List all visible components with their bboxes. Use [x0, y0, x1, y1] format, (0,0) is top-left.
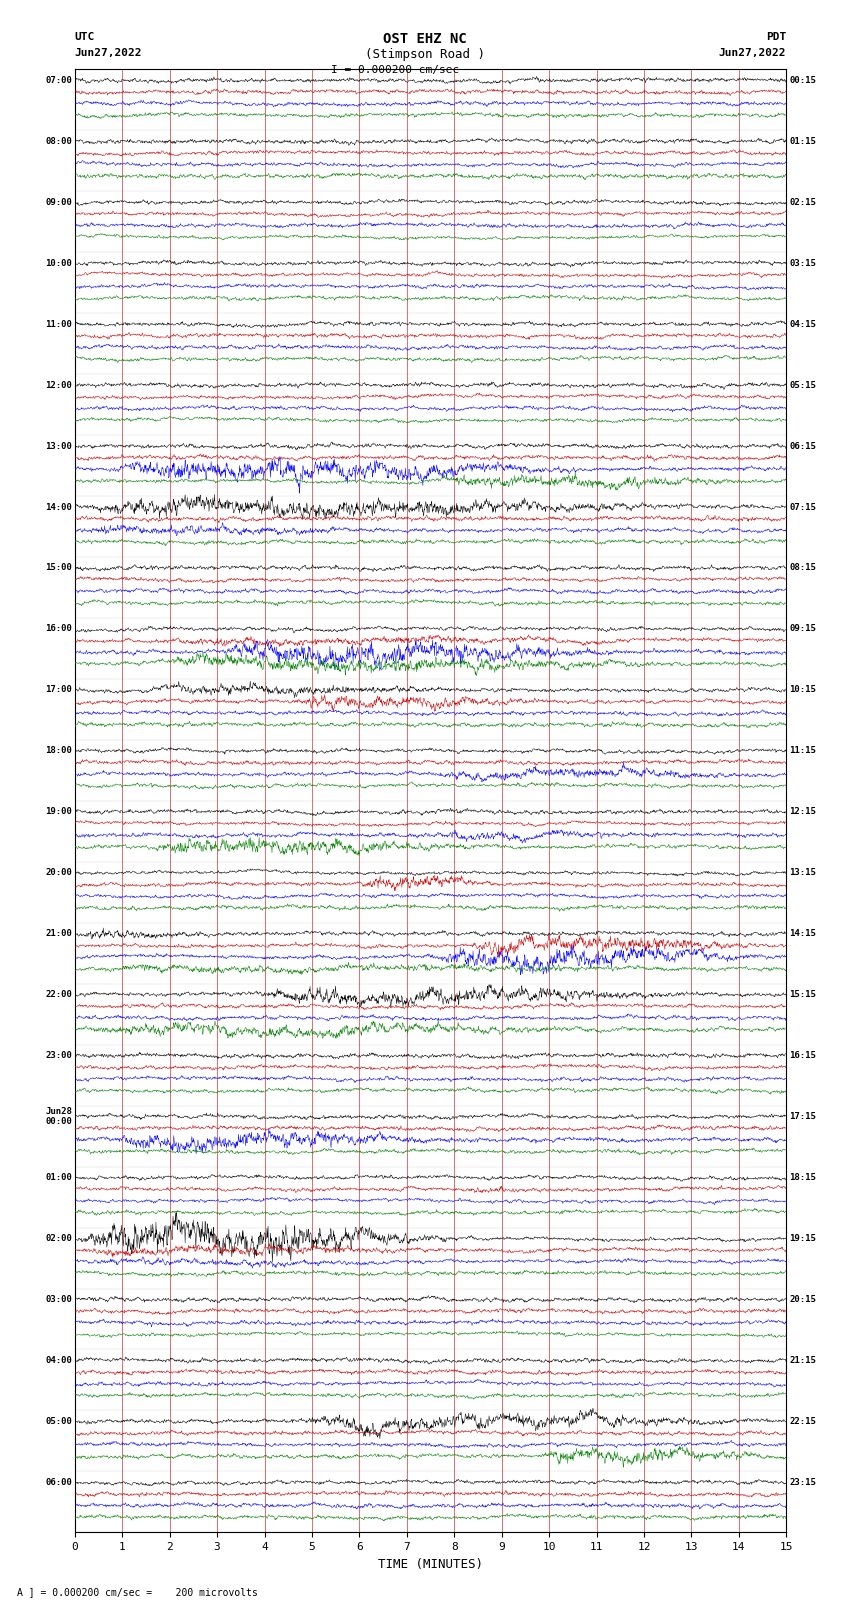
Text: 06:15: 06:15	[789, 442, 816, 450]
Text: 18:00: 18:00	[45, 747, 72, 755]
Text: 13:00: 13:00	[45, 442, 72, 450]
Text: 17:00: 17:00	[45, 686, 72, 695]
Text: 07:00: 07:00	[45, 76, 72, 85]
Text: 19:00: 19:00	[45, 808, 72, 816]
Text: 11:15: 11:15	[789, 747, 816, 755]
Text: 02:15: 02:15	[789, 198, 816, 206]
Text: 11:00: 11:00	[45, 319, 72, 329]
Text: 04:00: 04:00	[45, 1357, 72, 1365]
Text: Jun27,2022: Jun27,2022	[75, 48, 142, 58]
Text: 23:15: 23:15	[789, 1478, 816, 1487]
Text: 09:00: 09:00	[45, 198, 72, 206]
Text: 06:00: 06:00	[45, 1478, 72, 1487]
Text: 21:00: 21:00	[45, 929, 72, 939]
Text: 20:15: 20:15	[789, 1295, 816, 1303]
Text: 16:15: 16:15	[789, 1052, 816, 1060]
Text: 22:15: 22:15	[789, 1416, 816, 1426]
Text: 15:00: 15:00	[45, 563, 72, 573]
Text: 13:15: 13:15	[789, 868, 816, 877]
Text: 10:00: 10:00	[45, 258, 72, 268]
Text: 02:00: 02:00	[45, 1234, 72, 1244]
Text: 17:15: 17:15	[789, 1111, 816, 1121]
Text: 08:00: 08:00	[45, 137, 72, 145]
Text: 12:15: 12:15	[789, 808, 816, 816]
Text: 18:15: 18:15	[789, 1173, 816, 1182]
Text: 12:00: 12:00	[45, 381, 72, 390]
Text: OST EHZ NC: OST EHZ NC	[383, 32, 467, 47]
Text: 08:15: 08:15	[789, 563, 816, 573]
Text: 00:15: 00:15	[789, 76, 816, 85]
Text: A ] = 0.000200 cm/sec =    200 microvolts: A ] = 0.000200 cm/sec = 200 microvolts	[17, 1587, 258, 1597]
Text: I = 0.000200 cm/sec: I = 0.000200 cm/sec	[332, 65, 459, 74]
Text: 23:00: 23:00	[45, 1052, 72, 1060]
Text: 09:15: 09:15	[789, 624, 816, 634]
Text: 22:00: 22:00	[45, 990, 72, 998]
Text: 15:15: 15:15	[789, 990, 816, 998]
Text: 16:00: 16:00	[45, 624, 72, 634]
Text: 14:15: 14:15	[789, 929, 816, 939]
Text: 07:15: 07:15	[789, 503, 816, 511]
Text: 14:00: 14:00	[45, 503, 72, 511]
Text: 19:15: 19:15	[789, 1234, 816, 1244]
Text: 04:15: 04:15	[789, 319, 816, 329]
Text: 20:00: 20:00	[45, 868, 72, 877]
Text: 05:15: 05:15	[789, 381, 816, 390]
Text: 01:00: 01:00	[45, 1173, 72, 1182]
Text: 10:15: 10:15	[789, 686, 816, 695]
X-axis label: TIME (MINUTES): TIME (MINUTES)	[378, 1558, 483, 1571]
Text: 05:00: 05:00	[45, 1416, 72, 1426]
Text: 03:15: 03:15	[789, 258, 816, 268]
Text: (Stimpson Road ): (Stimpson Road )	[365, 48, 485, 61]
Text: 03:00: 03:00	[45, 1295, 72, 1303]
Text: 01:15: 01:15	[789, 137, 816, 145]
Text: PDT: PDT	[766, 32, 786, 42]
Text: Jun28
00:00: Jun28 00:00	[45, 1107, 72, 1126]
Text: Jun27,2022: Jun27,2022	[719, 48, 786, 58]
Text: 21:15: 21:15	[789, 1357, 816, 1365]
Text: UTC: UTC	[75, 32, 95, 42]
